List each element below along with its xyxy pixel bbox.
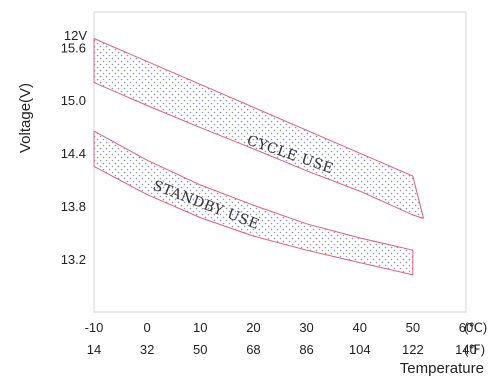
band-fill-cycle-use <box>94 38 424 219</box>
y-tick-label: 13.8 <box>61 199 86 214</box>
y-axis-unit-label: 12V <box>64 28 87 43</box>
y-axis-title: Voltage(V) <box>17 83 34 153</box>
x-tick-label-celsius: 30 <box>299 320 313 335</box>
x-tick-label-fahrenheit: 68 <box>246 342 260 357</box>
x-tick-label-celsius: 0 <box>144 320 151 335</box>
x-unit-celsius: (℃) <box>464 320 487 335</box>
x-unit-fahrenheit: (℉) <box>464 342 485 357</box>
x-axis-title: Temperature <box>400 360 484 377</box>
x-tick-label-celsius: 50 <box>406 320 420 335</box>
x-tick-label-fahrenheit: 14 <box>87 342 101 357</box>
band-upper-edge-standby-use <box>93 130 414 251</box>
y-tick-label: 13.2 <box>61 252 86 267</box>
x-tick-label-celsius: 20 <box>246 320 260 335</box>
band-lower-edge-standby-use <box>93 165 414 276</box>
y-tick-label: 15.0 <box>61 93 86 108</box>
x-tick-label-fahrenheit: 50 <box>193 342 207 357</box>
x-tick-label-fahrenheit: 86 <box>299 342 313 357</box>
y-tick-label: 14.4 <box>61 146 86 161</box>
bands-layer <box>93 38 424 276</box>
x-tick-label-celsius: -10 <box>85 320 104 335</box>
x-tick-label-fahrenheit: 32 <box>140 342 154 357</box>
band-lower-edge-cycle-use <box>93 82 424 219</box>
x-tick-label-fahrenheit: 122 <box>402 342 424 357</box>
x-tick-label-fahrenheit: 140 <box>455 342 477 357</box>
x-tick-label-celsius: 40 <box>352 320 366 335</box>
x-tick-label-celsius: 60 <box>459 320 473 335</box>
band-upper-edge-cycle-use <box>93 38 414 177</box>
x-tick-label-celsius: 10 <box>193 320 207 335</box>
y-tick-labels: 15.6 15.0 14.4 13.8 13.2 <box>61 40 86 267</box>
x-tick-label-fahrenheit: 104 <box>349 342 371 357</box>
band-fill-standby-use <box>94 131 413 275</box>
y-tick-label: 15.6 <box>61 40 86 55</box>
band-end-edge-cycle-use <box>412 175 424 219</box>
